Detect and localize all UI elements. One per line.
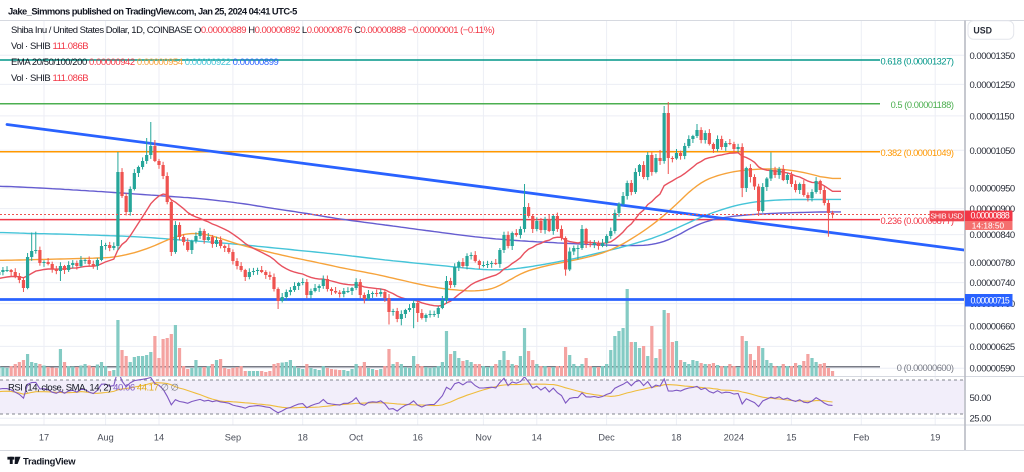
svg-text:Dec: Dec bbox=[598, 433, 615, 443]
svg-text:17: 17 bbox=[39, 433, 49, 443]
svg-text:0.00000840: 0.00000840 bbox=[970, 230, 1015, 241]
svg-text:0.00000590: 0.00000590 bbox=[970, 364, 1015, 375]
svg-text:0.5 (0.00001188): 0.5 (0.00001188) bbox=[891, 100, 954, 110]
svg-text:18: 18 bbox=[671, 433, 681, 443]
svg-text:0.00000950: 0.00000950 bbox=[970, 184, 1015, 195]
svg-text:0.00001050: 0.00001050 bbox=[970, 146, 1015, 157]
svg-text:0.00001150: 0.00001150 bbox=[970, 111, 1015, 122]
svg-text:SHIB USD: SHIB USD bbox=[930, 211, 962, 220]
svg-text:0.00000740: 0.00000740 bbox=[970, 278, 1015, 289]
svg-text:0 (0.00000600): 0 (0.00000600) bbox=[897, 363, 954, 373]
svg-text:0.00000900: 0.00000900 bbox=[970, 204, 1015, 215]
svg-text:14:18:50: 14:18:50 bbox=[972, 220, 1005, 230]
svg-text:Oct: Oct bbox=[349, 433, 364, 443]
svg-text:Feb: Feb bbox=[853, 433, 869, 443]
svg-text:Aug: Aug bbox=[97, 433, 113, 443]
svg-text:0.00000625: 0.00000625 bbox=[970, 342, 1015, 353]
svg-text:Nov: Nov bbox=[475, 433, 492, 443]
svg-text:14: 14 bbox=[154, 433, 164, 443]
svg-text:50.00: 50.00 bbox=[970, 393, 991, 404]
svg-text:0.618 (0.00001327): 0.618 (0.00001327) bbox=[880, 56, 953, 66]
svg-text:0.236 (0.00000877): 0.236 (0.00000877) bbox=[880, 216, 953, 226]
svg-text:0.00000780: 0.00000780 bbox=[970, 258, 1015, 269]
svg-text:25.00: 25.00 bbox=[970, 414, 991, 425]
svg-text:EMA 20/50/100/200 0.00000942 0: EMA 20/50/100/200 0.00000942 0.00000954 … bbox=[11, 57, 279, 68]
svg-text:0.00000888: 0.00000888 bbox=[971, 211, 1010, 221]
svg-text:Sep: Sep bbox=[225, 433, 241, 443]
svg-text:14: 14 bbox=[532, 433, 542, 443]
svg-text:Shiba Inu / United States Doll: Shiba Inu / United States Dollar, 1D, CO… bbox=[11, 25, 495, 36]
svg-text:Vol · SHIB 111.086B: Vol · SHIB 111.086B bbox=[11, 41, 88, 52]
svg-text:0.382 (0.00001049): 0.382 (0.00001049) bbox=[880, 148, 953, 158]
svg-text:0.00001250: 0.00001250 bbox=[970, 80, 1015, 91]
svg-text:2024: 2024 bbox=[724, 433, 744, 443]
svg-text:18: 18 bbox=[298, 433, 308, 443]
svg-text:TradingView: TradingView bbox=[23, 455, 76, 466]
svg-text:19: 19 bbox=[930, 433, 940, 443]
svg-text:0.00000715: 0.00000715 bbox=[971, 295, 1010, 305]
svg-text:16: 16 bbox=[413, 433, 423, 443]
svg-text:0.00001350: 0.00001350 bbox=[970, 51, 1015, 62]
svg-text:15: 15 bbox=[786, 433, 796, 443]
svg-text:RSI (14, close, SMA, 14, 2) 40: RSI (14, close, SMA, 14, 2) 40.06 44.17 … bbox=[8, 383, 179, 394]
svg-text:Vol · SHIB 111.086B: Vol · SHIB 111.086B bbox=[11, 73, 88, 84]
svg-text:Jake_Simmons published on Trad: Jake_Simmons published on TradingView.co… bbox=[8, 6, 297, 17]
svg-text:USD: USD bbox=[973, 26, 992, 36]
svg-text:0.00000660: 0.00000660 bbox=[970, 321, 1015, 332]
